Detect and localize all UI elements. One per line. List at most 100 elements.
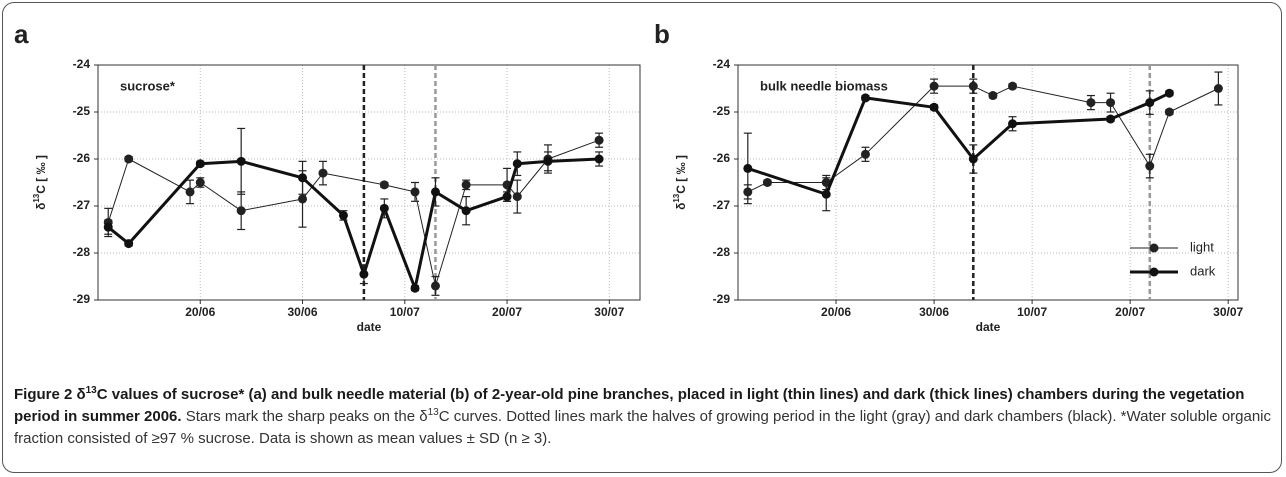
data-point bbox=[379, 203, 389, 213]
y-axis-label: δ13C [ ‰ ] bbox=[32, 155, 48, 210]
x-tick-label: 30/07 bbox=[594, 305, 624, 319]
y-label-part: δ bbox=[674, 203, 688, 210]
x-tick-label: 10/07 bbox=[1017, 305, 1047, 319]
data-point bbox=[430, 187, 440, 197]
plot-frame bbox=[97, 64, 641, 301]
y-tick-label: -25 bbox=[73, 104, 91, 118]
data-point bbox=[1213, 84, 1223, 93]
charts: a -24 -25 -26 -27 -28 -29 20/06 30/06 10/07 20/07 3… bbox=[14, 19, 1244, 334]
y-tick-label: -24 bbox=[73, 57, 91, 71]
plot-frame bbox=[737, 64, 1239, 301]
caption-run: C curves. Dotted lines mark the halves o… bbox=[14, 408, 1272, 447]
x-tick-label: 10/07 bbox=[390, 305, 420, 319]
data-point bbox=[821, 189, 831, 199]
data-point bbox=[743, 163, 753, 173]
annotation: bulk needle biomass bbox=[760, 78, 888, 93]
data-point bbox=[543, 156, 553, 166]
y-label-sup: 13 bbox=[672, 193, 681, 202]
data-point bbox=[410, 283, 420, 293]
data-point bbox=[1008, 119, 1018, 129]
y-tick-label: -26 bbox=[73, 151, 91, 165]
data-point bbox=[298, 173, 308, 183]
y-tick-label: -28 bbox=[713, 245, 731, 259]
y-label-part: C [ ‰ ] bbox=[34, 155, 48, 194]
data-point bbox=[1106, 114, 1116, 124]
legend-label: dark bbox=[1190, 263, 1216, 278]
data-point bbox=[185, 187, 195, 197]
data-point bbox=[1164, 88, 1174, 98]
data-point bbox=[594, 154, 604, 164]
data-point bbox=[929, 102, 939, 112]
data-point bbox=[359, 269, 369, 279]
x-tick-label: 30/06 bbox=[919, 305, 949, 319]
data-point bbox=[103, 222, 113, 232]
y-label-part: C [ ‰ ] bbox=[674, 155, 688, 194]
x-tick-label: 20/07 bbox=[492, 305, 522, 319]
data-point bbox=[860, 93, 870, 103]
panel-label: a bbox=[14, 19, 29, 49]
data-point bbox=[1008, 81, 1018, 91]
y-tick-label: -28 bbox=[73, 245, 91, 259]
data-point bbox=[195, 178, 205, 187]
data-point bbox=[968, 81, 978, 91]
data-point bbox=[929, 81, 939, 91]
data-point bbox=[461, 180, 471, 190]
y-label-sup: 13 bbox=[32, 193, 41, 202]
x-tick-label: 30/06 bbox=[288, 305, 318, 319]
x-axis-label: date bbox=[357, 320, 382, 334]
data-point bbox=[968, 154, 978, 164]
data-point bbox=[318, 168, 328, 178]
data-point bbox=[594, 135, 604, 145]
x-tick-label: 20/06 bbox=[821, 305, 851, 319]
x-tick-label: 20/07 bbox=[1115, 305, 1145, 319]
data-point bbox=[1106, 98, 1116, 108]
data-point bbox=[410, 187, 420, 197]
y-tick-label: -29 bbox=[73, 292, 91, 306]
data-point bbox=[124, 154, 134, 164]
data-point bbox=[379, 180, 389, 190]
y-axis-label: δ13C [ ‰ ] bbox=[672, 155, 688, 210]
data-point bbox=[338, 210, 348, 220]
y-label-part: δ bbox=[34, 203, 48, 210]
x-tick-label: 20/06 bbox=[185, 305, 215, 319]
data-point bbox=[124, 239, 134, 249]
caption: Figure 2 δ13C values of sucrose* (a) and… bbox=[14, 384, 1272, 450]
caption-run: Figure 2 δ bbox=[14, 386, 86, 403]
data-point bbox=[236, 156, 246, 166]
plot-area bbox=[98, 65, 640, 300]
caption-run: Stars mark the sharp peaks on the δ bbox=[181, 408, 428, 425]
data-point bbox=[236, 206, 246, 216]
data-point bbox=[195, 159, 205, 169]
caption-run: 13 bbox=[85, 385, 97, 396]
legend-label: light bbox=[1190, 239, 1214, 254]
y-tick-label: -25 bbox=[713, 104, 731, 118]
data-point bbox=[1164, 107, 1174, 117]
x-tick-label: 30/07 bbox=[1213, 305, 1243, 319]
caption-run: 13 bbox=[427, 407, 439, 418]
data-point bbox=[298, 194, 308, 204]
data-point bbox=[860, 149, 870, 159]
data-point bbox=[988, 91, 998, 101]
caption-run: C values of sucrose* (a) and bulk needle… bbox=[14, 386, 1245, 425]
data-point bbox=[1145, 161, 1155, 171]
y-tick-label: -29 bbox=[713, 292, 731, 306]
data-point bbox=[430, 281, 440, 291]
x-axis-label: date bbox=[976, 320, 1001, 334]
data-point bbox=[1086, 98, 1096, 108]
data-point bbox=[1145, 98, 1155, 108]
data-point bbox=[762, 178, 772, 187]
y-tick-label: -24 bbox=[713, 57, 731, 71]
data-point bbox=[461, 206, 471, 216]
panel-label: b bbox=[654, 19, 670, 49]
y-tick-label: -27 bbox=[713, 198, 731, 212]
legend-marker bbox=[1149, 267, 1159, 277]
data-point bbox=[502, 192, 512, 202]
data-point bbox=[512, 159, 522, 169]
y-tick-label: -27 bbox=[73, 198, 91, 212]
data-point bbox=[512, 192, 522, 202]
legend-marker bbox=[1149, 243, 1159, 253]
annotation: sucrose* bbox=[120, 78, 176, 93]
y-tick-label: -26 bbox=[713, 151, 731, 165]
